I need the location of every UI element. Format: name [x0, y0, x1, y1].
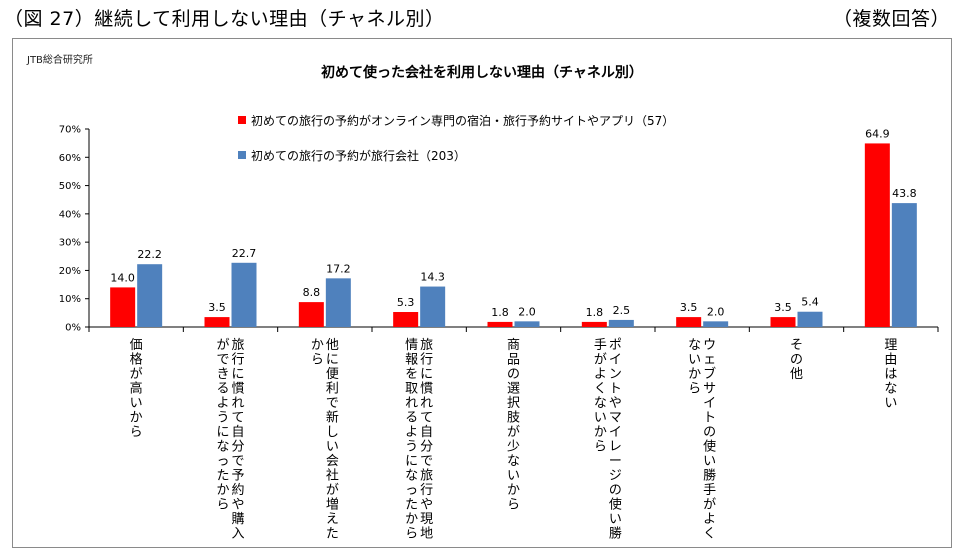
data-label-agency: 2.0 — [518, 305, 536, 318]
data-label-online: 3.5 — [680, 301, 698, 314]
category-label: その他 — [790, 338, 803, 382]
data-label-agency: 17.2 — [326, 262, 351, 275]
data-label-agency: 22.7 — [232, 247, 257, 260]
bar-agency — [325, 278, 351, 327]
bar-agency — [797, 311, 823, 327]
bars — [110, 143, 917, 327]
chart-title: 初めて使った会社を利用しない理由（チャネル別） — [321, 64, 643, 81]
legend-label-online: 初めての旅行の予約がオンライン専門の宿泊・旅行予約サイトやアプリ（57） — [251, 113, 674, 128]
data-label-agency: 5.4 — [801, 296, 819, 309]
category-label: から — [311, 338, 324, 368]
category-label: 手がよくないから — [594, 338, 607, 455]
y-tick-label: 70% — [59, 125, 81, 136]
legend: 初めての旅行の予約がオンライン専門の宿泊・旅行予約サイトやアプリ（57） 初めて… — [238, 113, 674, 163]
category-label: 理由はない — [884, 338, 897, 411]
bar-agency — [420, 286, 446, 327]
data-label-online: 14.0 — [110, 271, 135, 284]
bar-online — [110, 287, 136, 327]
bar-agency — [514, 321, 540, 327]
bar-online — [393, 312, 419, 327]
bar-agency — [231, 262, 257, 327]
y-tick-label: 0% — [65, 323, 81, 334]
category-label: 価格が高いから — [130, 338, 143, 440]
response-note: （複数回答） — [832, 8, 950, 30]
chart-frame: JTB総合研究所 初めて使った会社を利用しない理由（チャネル別） 初めての旅行の… — [12, 38, 952, 548]
bar-online — [487, 321, 513, 327]
data-label-agency: 2.0 — [707, 305, 725, 318]
y-tick-label: 60% — [59, 153, 81, 164]
source-label: JTB総合研究所 — [26, 53, 93, 66]
y-tick-label: 50% — [59, 181, 81, 192]
category-label: ポイントやマイレージの使い勝 — [609, 338, 622, 542]
category-label: ウェブサイトの使い勝手がよく — [703, 338, 716, 542]
y-tick-label: 40% — [59, 209, 81, 220]
category-label: 他に便利で新しい会社が増えた — [326, 338, 339, 542]
category-label: 商品の選択肢が少ないから — [507, 338, 520, 513]
bar-online — [298, 302, 324, 327]
category-label: 旅行に慣れて自分で旅行や現地 — [420, 338, 433, 542]
bar-online — [864, 143, 890, 327]
y-tick-label: 20% — [59, 266, 81, 277]
category-label: 情報を取れるようになったから — [405, 338, 418, 542]
category-label: ができるようになったから — [216, 338, 229, 513]
bar-agency — [703, 321, 729, 327]
bar-online — [581, 321, 607, 327]
data-label-online: 5.3 — [397, 296, 415, 309]
category-label: 旅行に慣れて自分で予約や購入 — [231, 338, 244, 542]
chart-canvas: JTB総合研究所 初めて使った会社を利用しない理由（チャネル別） 初めての旅行の… — [26, 53, 939, 542]
data-label-agency: 2.5 — [613, 304, 631, 317]
y-axis: 0% 10% 20% 30% 40% 50% 60% 70% — [59, 125, 939, 334]
data-label-agency: 43.8 — [892, 187, 917, 200]
data-label-online: 3.5 — [208, 301, 226, 314]
y-tick-label: 10% — [59, 294, 81, 305]
bar-agency — [891, 203, 917, 327]
figure-title: （図 27）継続して利用しない理由（チャネル別） — [4, 8, 445, 30]
legend-swatch-online — [238, 116, 246, 124]
bar-online — [676, 317, 702, 327]
y-tick-label: 30% — [59, 238, 81, 249]
bar-online — [770, 317, 796, 327]
legend-label-agency: 初めての旅行の予約が旅行会社（203） — [251, 148, 466, 163]
data-label-online: 1.8 — [491, 306, 509, 319]
legend-swatch-agency — [238, 151, 246, 159]
data-label-online: 3.5 — [774, 301, 792, 314]
data-label-online: 64.9 — [865, 127, 890, 140]
data-label-agency: 22.2 — [137, 248, 162, 261]
data-labels: 14.022.2 3.5 22.7 8.8 17.2 5.3 14.3 1.8 2.0 1.8 2.… — [110, 127, 916, 318]
data-label-online: 1.8 — [586, 306, 604, 319]
bar-online — [204, 317, 230, 327]
data-label-online: 8.8 — [303, 286, 321, 299]
bar-agency — [137, 264, 163, 327]
bar-agency — [608, 319, 634, 327]
data-label-agency: 14.3 — [420, 271, 445, 284]
category-label: ないから — [688, 338, 701, 397]
